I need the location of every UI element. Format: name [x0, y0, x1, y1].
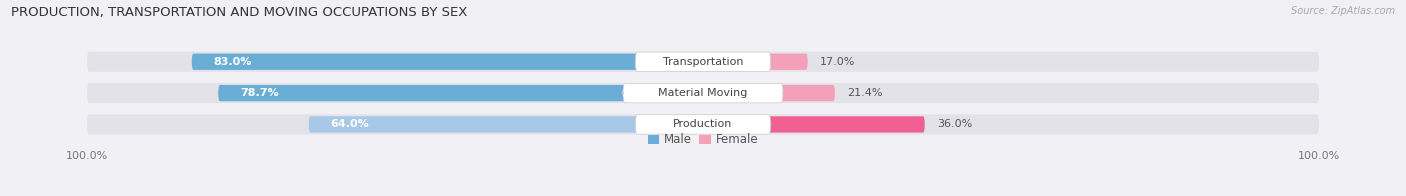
FancyBboxPatch shape [623, 83, 783, 103]
FancyBboxPatch shape [309, 116, 703, 132]
FancyBboxPatch shape [218, 85, 703, 101]
FancyBboxPatch shape [703, 116, 925, 132]
Text: 83.0%: 83.0% [214, 57, 252, 67]
Text: 17.0%: 17.0% [820, 57, 855, 67]
Text: 21.4%: 21.4% [848, 88, 883, 98]
Text: Production: Production [673, 119, 733, 129]
FancyBboxPatch shape [87, 52, 1319, 72]
FancyBboxPatch shape [636, 52, 770, 72]
Text: 78.7%: 78.7% [240, 88, 278, 98]
FancyBboxPatch shape [87, 83, 1319, 103]
Legend: Male, Female: Male, Female [648, 133, 758, 146]
Text: 64.0%: 64.0% [330, 119, 370, 129]
FancyBboxPatch shape [191, 54, 703, 70]
FancyBboxPatch shape [636, 115, 770, 134]
FancyBboxPatch shape [703, 85, 835, 101]
Text: Transportation: Transportation [662, 57, 744, 67]
Text: PRODUCTION, TRANSPORTATION AND MOVING OCCUPATIONS BY SEX: PRODUCTION, TRANSPORTATION AND MOVING OC… [11, 6, 468, 19]
Text: Material Moving: Material Moving [658, 88, 748, 98]
Text: 36.0%: 36.0% [936, 119, 973, 129]
FancyBboxPatch shape [703, 54, 807, 70]
FancyBboxPatch shape [87, 114, 1319, 134]
Text: Source: ZipAtlas.com: Source: ZipAtlas.com [1291, 6, 1395, 16]
